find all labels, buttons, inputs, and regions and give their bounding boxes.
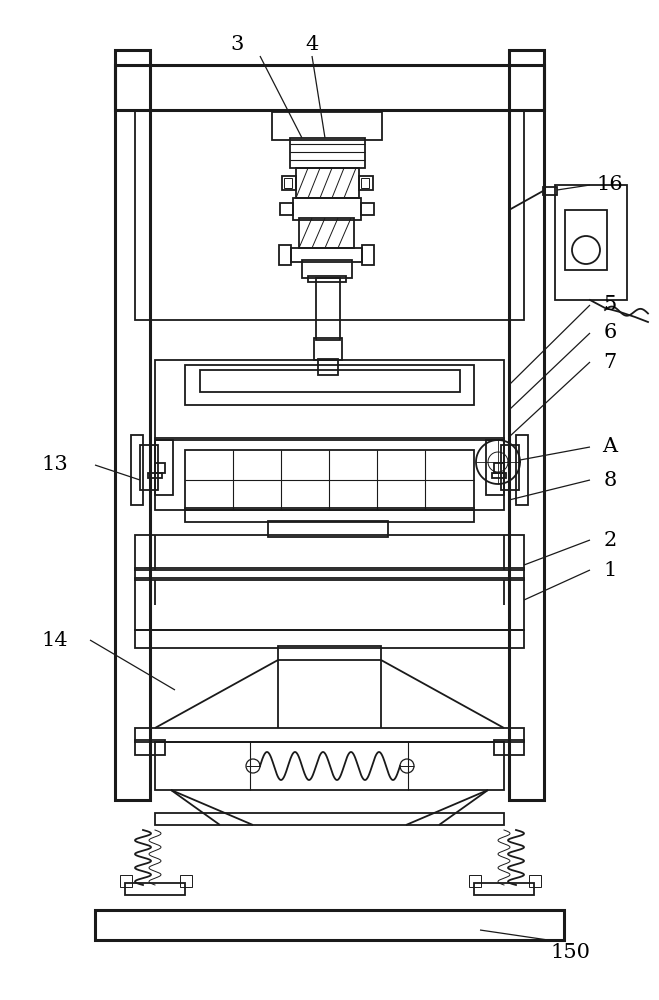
Bar bbox=[180, 875, 192, 887]
Bar bbox=[155, 438, 504, 510]
Bar bbox=[125, 883, 185, 895]
Bar bbox=[282, 176, 296, 190]
Bar bbox=[494, 740, 524, 755]
Text: 1: 1 bbox=[603, 560, 617, 580]
Bar bbox=[291, 248, 362, 262]
Bar bbox=[296, 168, 359, 198]
Bar bbox=[135, 110, 524, 320]
Text: 5: 5 bbox=[604, 296, 617, 314]
Bar bbox=[474, 883, 534, 895]
Bar bbox=[293, 198, 361, 220]
Bar bbox=[492, 473, 506, 478]
Bar bbox=[155, 742, 504, 790]
Bar bbox=[565, 210, 607, 270]
Bar bbox=[316, 278, 340, 340]
Bar bbox=[115, 50, 150, 800]
Bar bbox=[361, 203, 374, 215]
Bar bbox=[361, 178, 369, 188]
Bar bbox=[185, 365, 474, 405]
Bar bbox=[279, 245, 291, 265]
Bar bbox=[135, 578, 524, 630]
Bar bbox=[290, 138, 365, 168]
Bar bbox=[318, 359, 338, 375]
Bar bbox=[155, 813, 504, 825]
Bar bbox=[155, 360, 504, 440]
Bar bbox=[543, 187, 557, 195]
Bar bbox=[115, 65, 544, 110]
Bar bbox=[494, 463, 504, 473]
Text: 16: 16 bbox=[596, 176, 623, 194]
Bar bbox=[120, 875, 132, 887]
Bar bbox=[135, 568, 524, 580]
Bar bbox=[469, 875, 481, 887]
Bar bbox=[272, 112, 382, 140]
Bar bbox=[155, 440, 173, 495]
Text: 14: 14 bbox=[42, 631, 69, 650]
Bar bbox=[200, 370, 460, 392]
Bar bbox=[155, 463, 165, 473]
Bar bbox=[135, 728, 524, 742]
Bar bbox=[135, 535, 524, 570]
Bar bbox=[148, 473, 162, 478]
Bar bbox=[529, 875, 541, 887]
Text: 2: 2 bbox=[604, 530, 617, 550]
Bar bbox=[509, 50, 544, 800]
Bar bbox=[95, 910, 564, 940]
Text: 8: 8 bbox=[604, 471, 617, 489]
Bar bbox=[268, 521, 388, 537]
Bar bbox=[555, 185, 627, 300]
Bar bbox=[359, 176, 373, 190]
Text: A: A bbox=[602, 438, 617, 456]
Bar bbox=[280, 203, 293, 215]
Text: 150: 150 bbox=[550, 942, 590, 962]
Bar bbox=[278, 646, 381, 660]
Text: 13: 13 bbox=[42, 456, 69, 475]
Bar bbox=[516, 435, 528, 505]
Bar bbox=[314, 338, 342, 360]
Text: 7: 7 bbox=[604, 353, 617, 371]
Text: 3: 3 bbox=[230, 35, 244, 54]
Text: 6: 6 bbox=[604, 324, 617, 342]
Bar bbox=[185, 450, 474, 510]
Bar bbox=[131, 435, 143, 505]
Bar bbox=[140, 445, 158, 490]
Bar bbox=[308, 276, 346, 282]
Bar bbox=[284, 178, 292, 188]
Bar bbox=[299, 218, 354, 248]
Bar bbox=[362, 245, 374, 265]
Bar bbox=[486, 440, 504, 495]
Bar bbox=[501, 445, 519, 490]
Bar bbox=[135, 630, 524, 648]
Bar bbox=[302, 260, 352, 278]
Bar bbox=[185, 508, 474, 522]
Text: 4: 4 bbox=[305, 35, 318, 54]
Bar bbox=[135, 740, 165, 755]
